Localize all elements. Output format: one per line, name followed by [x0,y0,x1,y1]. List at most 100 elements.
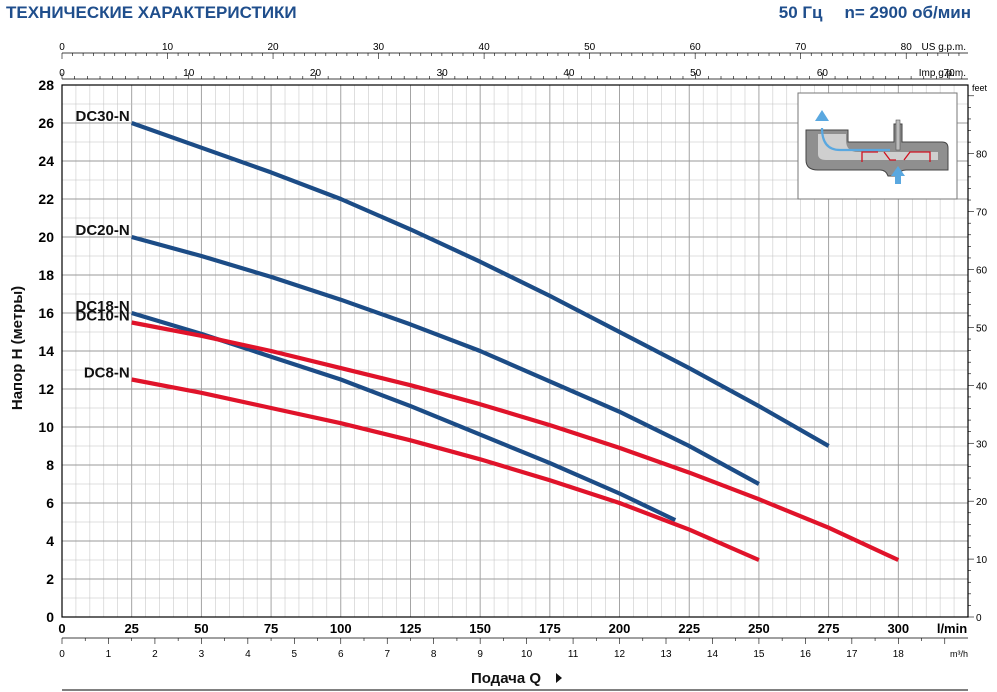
plot-frame [61,84,969,618]
speed-label: n= 2900 об/мин [844,3,971,22]
us-gpm-tick-label: 50 [584,42,596,53]
us-gpm-tick-label: 60 [690,42,702,53]
feet-tick-label: 80 [976,150,988,161]
imp-gpm-tick-label: 10 [183,68,195,79]
feet-tick-label: 70 [976,208,988,219]
imp-gpm-tick-label: 70 [944,68,956,79]
feet-tick-label: 40 [976,381,988,392]
us-gpm-tick-label: 40 [479,42,491,53]
y-tick-label: 22 [38,191,54,207]
imp-gpm-tick-label: 30 [437,68,449,79]
y-tick-label: 8 [46,457,54,473]
x-tick-label: 200 [609,621,631,636]
imp-gpm-tick-label: 40 [563,68,575,79]
y-tick-label: 24 [38,153,54,169]
x-tick-label: 0 [58,621,65,636]
feet-tick-label: 20 [976,497,988,508]
y-tick-label: 20 [38,229,54,245]
x-tick-label: 50 [194,621,208,636]
m3h-tick-label: 16 [800,649,812,660]
inflow-arrow-shaft [895,176,901,184]
m3h-tick-label: 18 [893,649,905,660]
pump-diagram-inset [797,92,958,200]
m3h-tick-label: 13 [660,649,672,660]
feet-tick-label: 60 [976,266,988,277]
series-label-dc10-n: DC10-N [76,308,130,325]
y-axis-title: Напор H (метры) [9,286,26,410]
x-tick-label: 75 [264,621,278,636]
y-tick-label: 26 [38,115,54,131]
m3h-unit-label: m³/h [950,649,968,659]
m3h-tick-label: 8 [431,649,437,660]
x-tick-label: 175 [539,621,561,636]
pump-shaft [895,119,901,151]
y-tick-label: 2 [46,571,54,587]
y-tick-label: 4 [46,533,54,549]
chart-header-specs: 50 Гц n= 2900 об/мин [757,3,971,23]
imp-gpm-tick-label: 60 [817,68,829,79]
series-label-dc18-n: DC18-N [76,298,130,315]
axis-titles-layer: Напор H (метры) Подача Q [9,286,968,691]
outflow-arrow-icon [815,110,829,121]
series-line-dc18-n [131,310,677,522]
y-tick-label: 10 [38,419,54,435]
series-label-dc30-n: DC30-N [76,108,130,125]
m3h-tick-label: 6 [338,649,344,660]
y-tick-label: 0 [46,609,54,625]
us-gpm-tick-label: 80 [901,42,913,53]
m3h-tick-label: 14 [707,649,719,660]
series-line-dc8-n [131,377,760,562]
us-gpm-tick-label: 70 [795,42,807,53]
x-tick-label: 100 [330,621,352,636]
series-line-dc20-n [131,234,760,486]
m3h-tick-label: 17 [846,649,858,660]
m3h-tick-label: 12 [614,649,626,660]
y-tick-label: 28 [38,77,54,93]
feet-unit-label: feet [972,83,988,93]
us-gpm-unit-label: US g.p.m. [922,42,966,53]
m3h-tick-label: 11 [568,649,579,660]
us-gpm-tick-label: 0 [59,42,65,53]
m3h-tick-label: 4 [245,649,251,660]
us-gpm-tick-label: 30 [373,42,385,53]
m3h-tick-label: 9 [477,649,483,660]
series-layer [130,121,900,562]
m3h-tick-label: 10 [521,649,533,660]
m3h-tick-label: 5 [292,649,298,660]
x-tick-label: 25 [124,621,138,636]
series-label-dc8-n: DC8-N [84,365,130,382]
imp-gpm-tick-label: 20 [310,68,322,79]
axes-layer: 0 25 50 75 100 125 150 175 200 225 250 275 300 l/min0… [38,42,987,660]
x-tick-label: 125 [400,621,422,636]
y-tick-label: 16 [38,305,54,321]
feet-tick-label: 50 [976,323,988,334]
x-tick-label: 250 [748,621,770,636]
x-tick-label: 275 [818,621,840,636]
x-tick-label: 150 [469,621,491,636]
inflow-arrow-icon [891,166,905,176]
imp-gpm-tick-label: 0 [59,68,65,79]
chart-header-title: ТЕХНИЧЕСКИЕ ХАРАКТЕРИСТИКИ [6,3,297,22]
m3h-tick-label: 0 [59,649,65,660]
feet-tick-label: 0 [976,613,982,624]
x-tick-label: 225 [678,621,700,636]
feet-tick-label: 10 [976,555,988,566]
series-label-dc20-n: DC20-N [76,222,130,239]
y-tick-label: 12 [38,381,54,397]
x-tick-label: 300 [887,621,909,636]
m3h-tick-label: 3 [199,649,205,660]
series-line-dc30-n [130,121,830,448]
y-tick-label: 6 [46,495,54,511]
x-axis-arrow-icon [556,673,562,683]
m3h-tick-label: 15 [753,649,765,660]
imp-gpm-tick-label: 50 [690,68,702,79]
frequency-label: 50 Гц [778,3,823,22]
imp-gpm-unit-label: Imp g.p.m. [919,68,966,79]
impeller-outline [861,151,931,162]
series-line-dc10-n [131,320,900,562]
feet-tick-label: 30 [976,439,988,450]
m3h-tick-label: 2 [152,649,158,660]
m3h-tick-label: 7 [384,649,390,660]
flow-path [820,127,891,152]
